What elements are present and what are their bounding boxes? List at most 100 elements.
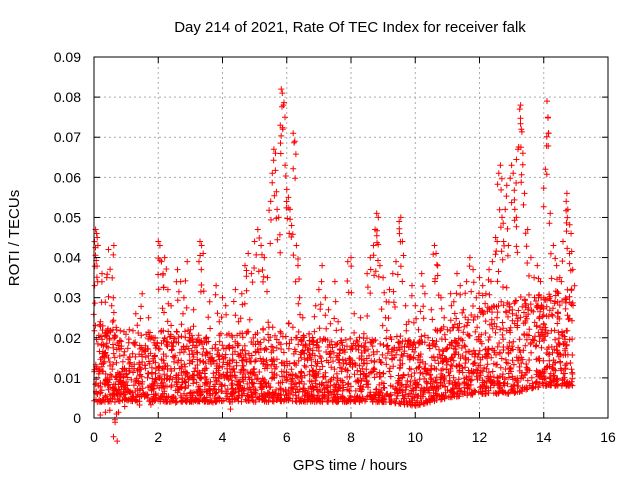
data-point [257,339,264,346]
data-point [489,325,496,332]
data-point [109,384,116,391]
data-point [218,397,225,404]
data-point [460,329,467,336]
data-point [204,398,211,405]
data-point [182,334,189,341]
data-point [180,310,186,317]
data-point [214,310,221,317]
data-point [549,312,556,319]
data-point [397,333,404,340]
data-point [483,365,490,372]
data-point [303,342,309,349]
data-point [446,372,453,379]
data-point [99,336,106,343]
data-point [239,392,246,399]
data-point [399,381,405,388]
data-point [498,175,505,182]
data-point [202,360,209,367]
data-point [486,291,493,298]
data-point [564,245,571,252]
data-point [258,378,264,385]
data-point [313,374,320,381]
data-point [470,317,477,323]
data-point [497,364,504,371]
data-point [406,390,413,397]
data-point [479,292,486,299]
data-point [298,337,305,344]
data-point [376,394,383,401]
data-point [460,306,467,313]
data-point [104,271,111,278]
data-point [546,307,553,314]
data-point [521,190,528,197]
data-point [473,373,480,380]
data-point [116,386,123,393]
data-point [230,298,237,305]
data-point [246,316,253,323]
data-point [328,338,335,345]
y-axis-label: ROTI / TECUs [6,190,23,286]
data-point [432,390,439,396]
data-point [411,401,418,408]
data-point [311,313,318,320]
data-point [562,305,569,312]
data-point [207,350,213,357]
data-point [533,322,540,329]
data-point [106,336,113,343]
data-point [153,392,160,399]
data-point [198,282,205,288]
data-point [450,324,457,331]
data-point [413,391,419,398]
data-point [463,376,470,383]
data-point [569,266,576,273]
data-point [508,199,515,206]
data-point [547,210,554,217]
data-point [433,250,440,257]
data-point [284,215,291,222]
data-point [404,377,411,384]
data-point [526,272,532,279]
data-point [507,366,514,373]
data-point [252,348,259,355]
data-point [505,242,512,249]
data-point [142,365,149,372]
data-point [260,358,267,365]
data-point [138,332,145,339]
data-point [535,294,542,301]
data-point [242,396,249,403]
data-point [309,350,316,357]
data-point [370,242,377,249]
data-point [266,207,273,214]
data-point [349,346,356,352]
data-point [108,373,115,379]
data-point [272,390,279,397]
data-point [371,272,378,279]
data-point [290,130,297,137]
data-point [324,384,331,391]
data-point [276,231,283,238]
data-point [410,339,417,346]
data-point [427,375,434,382]
data-point [387,365,393,372]
data-point [282,162,289,169]
data-point [103,343,110,350]
data-point [163,353,170,360]
data-point [441,314,448,321]
data-point [126,368,133,375]
data-point [563,190,570,197]
data-point [132,353,139,360]
data-point [500,220,507,227]
data-point [195,397,202,404]
data-point [111,387,118,394]
data-point [272,332,278,339]
data-point [203,365,210,372]
data-point [160,379,166,386]
data-point [514,317,521,324]
data-point [137,315,144,322]
data-point [277,330,284,337]
data-point [168,302,175,309]
data-point [519,150,526,157]
data-point [263,346,270,353]
data-point [566,315,573,322]
data-point [295,341,302,348]
